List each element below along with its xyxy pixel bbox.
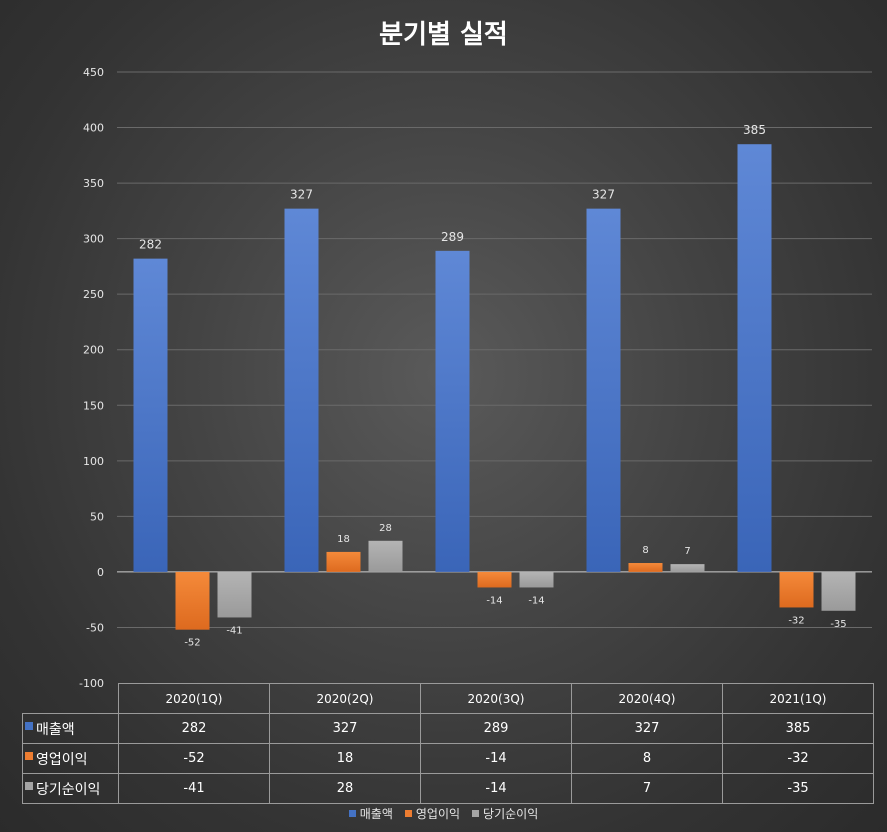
- series-name: 영업이익: [36, 751, 88, 768]
- bar-revenue: [586, 208, 621, 572]
- y-tick-label: -50: [86, 621, 104, 634]
- bar-net-income: [821, 571, 856, 611]
- data-table-corner: [22, 683, 119, 714]
- data-table-column-header: 2021(1Q): [722, 683, 874, 714]
- y-tick-label: 50: [90, 510, 104, 523]
- bar-operating-profit: [477, 571, 512, 588]
- legend-swatch-icon: [25, 781, 33, 790]
- data-label: -41: [226, 625, 242, 636]
- data-table-cell: 327: [571, 713, 723, 744]
- bar-operating-profit: [779, 571, 814, 608]
- legend-item: 당기순이익: [472, 805, 538, 822]
- legend-label: 당기순이익: [483, 807, 539, 821]
- series-name: 매출액: [36, 721, 75, 738]
- bar-revenue: [284, 208, 319, 572]
- bar-net-income: [368, 540, 403, 572]
- bar-operating-profit: [175, 571, 210, 630]
- legend-item: 매출액: [348, 805, 393, 822]
- data-label: -52: [184, 638, 200, 649]
- data-label: 8: [642, 545, 648, 556]
- data-label: -14: [528, 595, 544, 606]
- legend-swatch-icon: [25, 721, 33, 730]
- data-label: 18: [337, 534, 350, 545]
- y-tick-label: 0: [97, 566, 104, 579]
- series-name: 당기순이익: [36, 781, 101, 798]
- data-label: 327: [592, 188, 615, 202]
- data-table-row-header: 당기순이익: [22, 773, 119, 804]
- data-table-cell: 28: [269, 773, 421, 804]
- data-table-cell: 18: [269, 743, 421, 774]
- legend-swatch-icon: [404, 810, 412, 817]
- data-label: 327: [290, 188, 313, 202]
- bar-net-income: [519, 571, 554, 588]
- data-table-cell: -41: [118, 773, 270, 804]
- data-table-column-header: 2020(4Q): [571, 683, 723, 714]
- data-table-column-header: 2020(3Q): [420, 683, 572, 714]
- data-table-cell: 8: [571, 743, 723, 774]
- data-table-cell: -32: [722, 743, 874, 774]
- data-table-row: 영업이익 -52 18 -14 8 -32: [22, 743, 874, 774]
- y-tick-label: 400: [83, 122, 104, 135]
- legend: 매출액 영업이익 당기순이익: [0, 805, 887, 822]
- y-tick-label: 450: [83, 66, 104, 79]
- y-tick-label: 300: [83, 233, 104, 246]
- legend-label: 매출액: [359, 807, 393, 821]
- data-table-cell: 327: [269, 713, 421, 744]
- data-table-cell: 289: [420, 713, 572, 744]
- data-table-cell: -14: [420, 743, 572, 774]
- legend-swatch-icon: [348, 810, 356, 817]
- bar-operating-profit: [326, 551, 361, 572]
- legend-swatch-icon: [472, 810, 480, 817]
- data-table-cell: 282: [118, 713, 270, 744]
- y-tick-label: 250: [83, 288, 104, 301]
- bar-revenue: [737, 144, 772, 572]
- data-label: -35: [830, 619, 846, 630]
- y-tick-label: 100: [83, 455, 104, 468]
- data-label: -32: [788, 615, 804, 626]
- legend-swatch-icon: [25, 751, 33, 760]
- data-label: 289: [441, 230, 464, 244]
- y-tick-label: 150: [83, 399, 104, 412]
- bar-net-income: [670, 564, 705, 572]
- y-tick-label: 350: [83, 177, 104, 190]
- data-table-row-header: 영업이익: [22, 743, 119, 774]
- bar-revenue: [133, 258, 168, 572]
- data-table-column-header: 2020(1Q): [118, 683, 270, 714]
- data-table: 2020(1Q) 2020(2Q) 2020(3Q) 2020(4Q) 2021(1Q)…: [22, 683, 874, 804]
- legend-label: 영업이익: [415, 807, 461, 821]
- data-table-cell: -35: [722, 773, 874, 804]
- data-label: 385: [743, 123, 766, 137]
- data-label: 7: [684, 546, 690, 557]
- data-table-cell: 7: [571, 773, 723, 804]
- bar-revenue: [435, 250, 470, 572]
- data-table-cell: 385: [722, 713, 874, 744]
- data-table-row: 매출액 282 327 289 327 385: [22, 713, 874, 744]
- bar-net-income: [217, 571, 252, 618]
- data-label: -14: [486, 595, 502, 606]
- data-table-row: 당기순이익 -41 28 -14 7 -35: [22, 773, 874, 804]
- data-label: 282: [139, 238, 162, 252]
- data-table-cell: -52: [118, 743, 270, 774]
- bar-operating-profit: [628, 563, 663, 572]
- y-tick-label: 200: [83, 344, 104, 357]
- data-table-column-header: 2020(2Q): [269, 683, 421, 714]
- chart-title: 분기별 실적: [379, 20, 508, 50]
- data-table-cell: -14: [420, 773, 572, 804]
- data-table-row-header: 매출액: [22, 713, 119, 744]
- data-label: 28: [379, 523, 392, 534]
- legend-item: 영업이익: [404, 805, 461, 822]
